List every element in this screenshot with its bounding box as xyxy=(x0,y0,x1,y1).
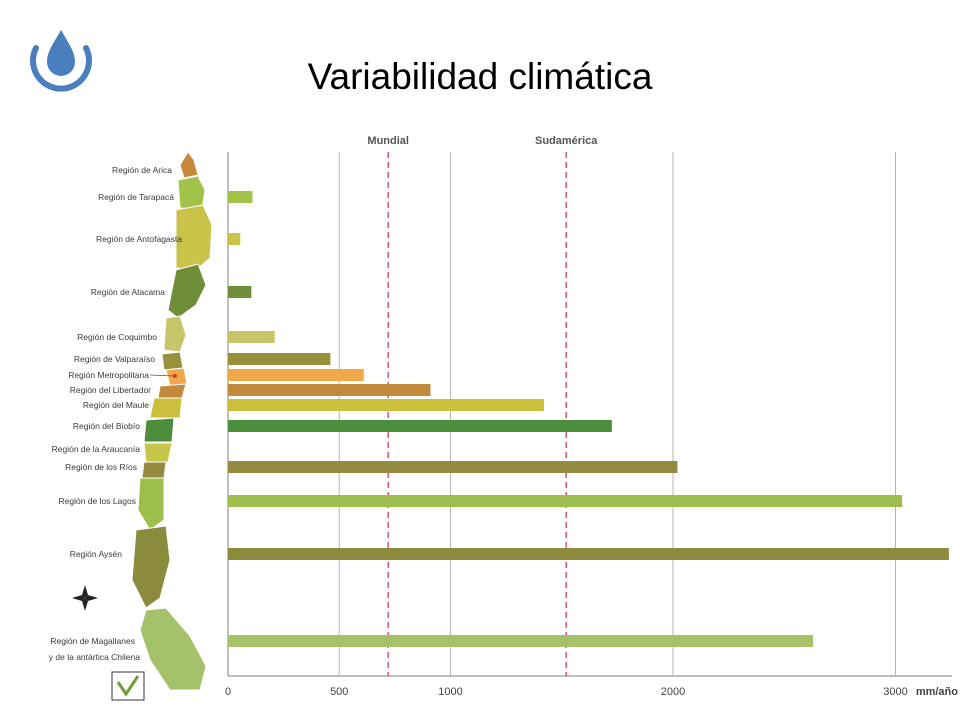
category-label: Región de Coquimbo xyxy=(77,332,157,342)
bar xyxy=(228,420,612,432)
tick-label: 0 xyxy=(225,686,231,698)
category-label: Región de Valparaíso xyxy=(74,354,155,364)
bar xyxy=(228,495,903,507)
category-label: Región de los Lagos xyxy=(58,496,136,506)
bar xyxy=(228,548,949,560)
bar xyxy=(228,191,253,203)
category-labels: Región de Arica Región de Tarapacá Región … xyxy=(49,165,182,662)
bar xyxy=(228,384,431,396)
bar xyxy=(228,233,241,245)
page-title: Variabilidad climática xyxy=(307,56,653,97)
category-label: y de la antártica Chilena xyxy=(49,652,140,662)
reference-line-label: Sudamérica xyxy=(535,135,598,147)
category-label: Región de la Araucanía xyxy=(52,444,141,454)
bar xyxy=(228,331,275,343)
bar xyxy=(228,353,331,365)
tick-label: 2000 xyxy=(661,686,685,698)
tick-label: 3000 xyxy=(883,686,907,698)
reference-line-label: Mundial xyxy=(367,135,409,147)
category-label: Región de Tarapacá xyxy=(98,192,174,202)
category-label: Región del Maule xyxy=(83,400,149,410)
bar xyxy=(228,399,544,411)
reference-lines: Mundial Sudamérica xyxy=(367,135,598,676)
tick-label: 500 xyxy=(330,686,348,698)
category-label: Región de Arica xyxy=(112,165,172,175)
category-label: Región del Libertador xyxy=(70,385,151,395)
category-label: Región de Antofagasta xyxy=(96,234,182,244)
bar xyxy=(228,369,364,381)
compass-rose-icon xyxy=(72,585,98,611)
bars xyxy=(228,191,949,647)
unit-label: mm/año xyxy=(916,686,958,698)
water-drop-icon xyxy=(30,30,92,92)
bar xyxy=(228,461,678,473)
category-label: Región de los Ríos xyxy=(65,462,137,472)
category-label: Región de Atacama xyxy=(91,287,165,297)
checkmark-badge-icon xyxy=(111,671,145,701)
bar xyxy=(228,635,814,647)
tick-label: 1000 xyxy=(438,686,462,698)
category-label: Región de Magallanes xyxy=(50,636,135,646)
category-label: Región Aysén xyxy=(70,549,123,559)
chile-map-icon xyxy=(131,151,213,691)
category-label: Región Metropolitana xyxy=(68,370,149,380)
grid-lines xyxy=(227,152,952,677)
category-label: Región del Biobío xyxy=(73,421,140,431)
tick-labels: 0 500 1000 2000 3000 mm/año xyxy=(225,686,958,698)
leader-line xyxy=(149,374,175,377)
bar xyxy=(228,286,252,298)
